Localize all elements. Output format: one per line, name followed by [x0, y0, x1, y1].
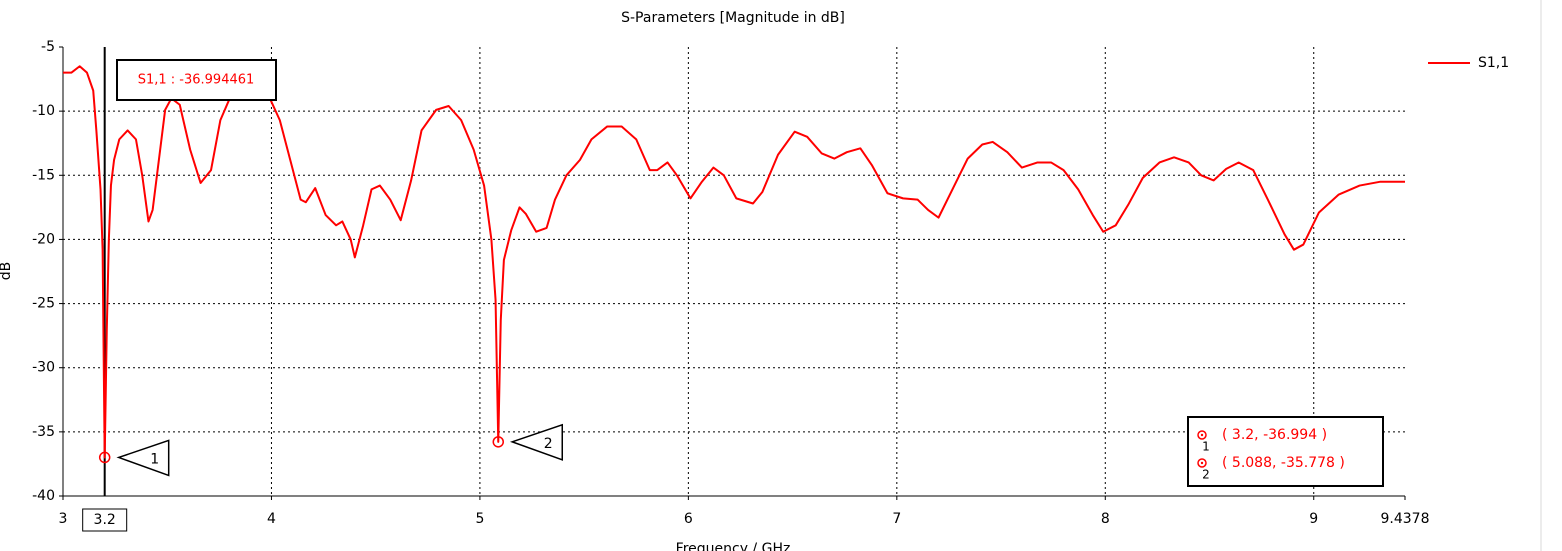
marker-legend-icon	[1197, 430, 1207, 440]
marker-legend-label: ( 5.088, -35.778 )	[1222, 455, 1345, 471]
marker-legend-dot	[1200, 433, 1204, 437]
marker-legend-label: ( 3.2, -36.994 )	[1222, 427, 1327, 443]
marker-legend-icon	[1197, 458, 1207, 468]
y-tick-label: -35	[32, 424, 55, 440]
series-line	[63, 65, 1405, 459]
y-axis-label: dB	[0, 262, 14, 281]
marker-id: 2	[544, 436, 553, 452]
readout-text: S1,1 : -36.994461	[138, 73, 255, 88]
y-tick-label: -25	[32, 296, 55, 312]
x-tick-label: 9	[1309, 511, 1318, 527]
marker-legend-id: 2	[1202, 468, 1210, 482]
chart-title: S-Parameters [Magnitude in dB]	[621, 10, 845, 26]
marker-point	[98, 451, 111, 464]
legend-label: S1,1	[1478, 55, 1509, 71]
marker-flag	[509, 423, 564, 461]
y-tick-label: -30	[32, 360, 55, 376]
x-tick-label: 5	[475, 511, 484, 527]
x-axis-label: Frequency / GHz	[676, 541, 791, 551]
marker-legend-id: 1	[1202, 440, 1210, 454]
cursor-value: 3.2	[94, 512, 116, 528]
marker-flag	[116, 439, 170, 477]
x-tick-label: 8	[1101, 511, 1110, 527]
y-tick-label: -20	[32, 231, 55, 247]
marker-id: 1	[150, 451, 159, 467]
y-tick-label: -15	[32, 167, 55, 183]
marker-legend-box	[1187, 416, 1384, 487]
x-tick-label: 3	[59, 511, 68, 527]
x-tick-label: 7	[892, 511, 901, 527]
y-tick-label: -40	[32, 488, 55, 504]
readout-box	[116, 59, 277, 101]
y-tick-label: -10	[32, 103, 55, 119]
marker-point	[492, 436, 505, 448]
y-tick-label: -5	[41, 39, 55, 55]
x-tick-label: 6	[684, 511, 693, 527]
marker-legend-dot	[1200, 461, 1204, 465]
x-tick-label: 4	[267, 511, 276, 527]
cursor-value-box	[82, 508, 128, 532]
x-tick-label: 9.4378	[1381, 511, 1430, 527]
